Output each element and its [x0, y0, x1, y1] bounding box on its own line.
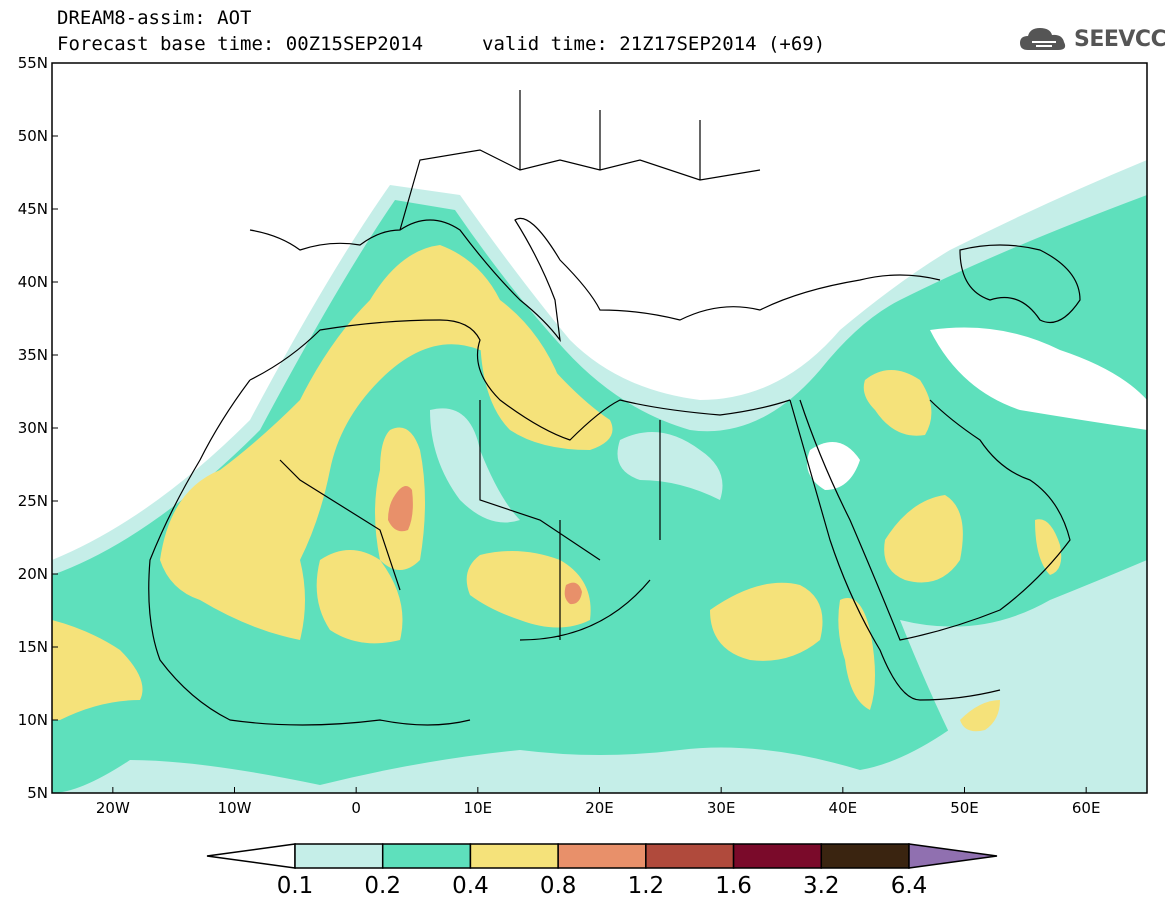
lon-tick-label: 20E — [585, 799, 614, 817]
lon-tick-label: 30E — [707, 799, 736, 817]
border-europe — [399, 90, 761, 231]
aot-contour-0.8-algeria — [388, 486, 413, 532]
colorbar-segment — [557, 843, 647, 869]
map-title: DREAM8-assim: AOT — [57, 7, 252, 29]
cloud-icon — [1020, 28, 1066, 50]
aot-contour-0.4-somalia — [960, 700, 1000, 732]
seevccc-logo: SEEVCCC — [1018, 24, 1165, 54]
aot-gap-libya — [430, 408, 520, 523]
lon-tick-label: 50E — [950, 799, 979, 817]
colorbar-arrow-low — [206, 843, 296, 869]
lat-tick-label: 5N — [27, 784, 48, 802]
aot-contour-0.4-sudan — [710, 582, 823, 661]
lat-tick-label: 30N — [18, 419, 48, 437]
lon-tick-label: 10E — [464, 799, 493, 817]
lon-tick-label: 10W — [218, 799, 252, 817]
aot-contour-0.8-chad — [564, 582, 582, 605]
valid-time: valid time: 21Z17SEP2014 (+69) — [482, 33, 826, 55]
coast-europe — [249, 217, 941, 343]
lon-tick-label: 0 — [351, 799, 361, 817]
coastlines — [148, 90, 1081, 726]
latitude-axis: 55N 50N 45N 40N 35N 30N 25N 20N 15N 10N 5N — [18, 54, 58, 802]
colorbar-label: 0.8 — [540, 873, 577, 899]
aot-contour-0.4-oman — [1035, 519, 1062, 575]
coast-red-sea — [789, 399, 1001, 701]
lon-tick-label: 20W — [96, 799, 130, 817]
colorbar-arrow-high — [908, 843, 998, 869]
colorbar-label: 0.2 — [364, 873, 401, 899]
colorbar-label: 3.2 — [803, 873, 840, 899]
colorbar-label: 6.4 — [891, 873, 928, 899]
lat-tick-label: 40N — [18, 273, 48, 291]
lat-tick-label: 20N — [18, 565, 48, 583]
colorbar-label: 1.2 — [628, 873, 665, 899]
lat-tick-label: 10N — [18, 711, 48, 729]
lat-tick-label: 55N — [18, 54, 48, 72]
lon-tick-label: 60E — [1072, 799, 1101, 817]
aot-contour-0.4-tunisia — [480, 330, 613, 450]
colorbar-label: 0.4 — [452, 873, 489, 899]
lat-tick-label: 50N — [18, 127, 48, 145]
colorbar-segment — [645, 843, 735, 869]
aot-contour-0.4-mali — [316, 550, 403, 644]
aot-field — [52, 160, 1147, 793]
coast-west-africa — [148, 379, 471, 726]
colorbar-label: 1.6 — [715, 873, 752, 899]
aot-contour-0.4-westafrica — [52, 620, 143, 720]
lon-tick-label: 40E — [829, 799, 858, 817]
longitude-axis: 20W 10W 0 10E 20E 30E 40E 50E 60E — [96, 787, 1101, 817]
colorbar-segment — [294, 843, 384, 869]
lat-tick-label: 45N — [18, 200, 48, 218]
coast-north-africa — [249, 319, 791, 441]
coast-caspian — [959, 244, 1081, 324]
colorbar-segment — [381, 843, 472, 869]
aot-gap-east-africa — [900, 560, 1147, 793]
aot-contour-0.4-iraq — [863, 370, 932, 436]
colorbar-segment — [469, 843, 559, 869]
lat-tick-label: 25N — [18, 492, 48, 510]
forecast-base-time: Forecast base time: 00Z15SEP2014 — [57, 33, 424, 55]
border-north-africa — [279, 400, 661, 641]
lat-tick-label: 35N — [18, 346, 48, 364]
coast-arabia — [799, 399, 1071, 641]
colorbar-segment — [732, 843, 823, 869]
aot-gap-egypt — [617, 432, 723, 500]
aot-contour-0.4-arabia — [884, 495, 963, 583]
aot-contour-0.2 — [52, 195, 1147, 793]
colorbar-segment — [820, 843, 910, 869]
lat-tick-label: 15N — [18, 638, 48, 656]
logo-text: SEEVCCC — [1074, 26, 1165, 52]
colorbar: 0.1 0.2 0.4 0.8 1.2 1.6 3.2 6.4 — [206, 843, 998, 899]
colorbar-label: 0.1 — [277, 873, 314, 899]
aot-contour-0.4-sahara — [160, 245, 560, 640]
aot-gap-iran — [930, 327, 1147, 430]
